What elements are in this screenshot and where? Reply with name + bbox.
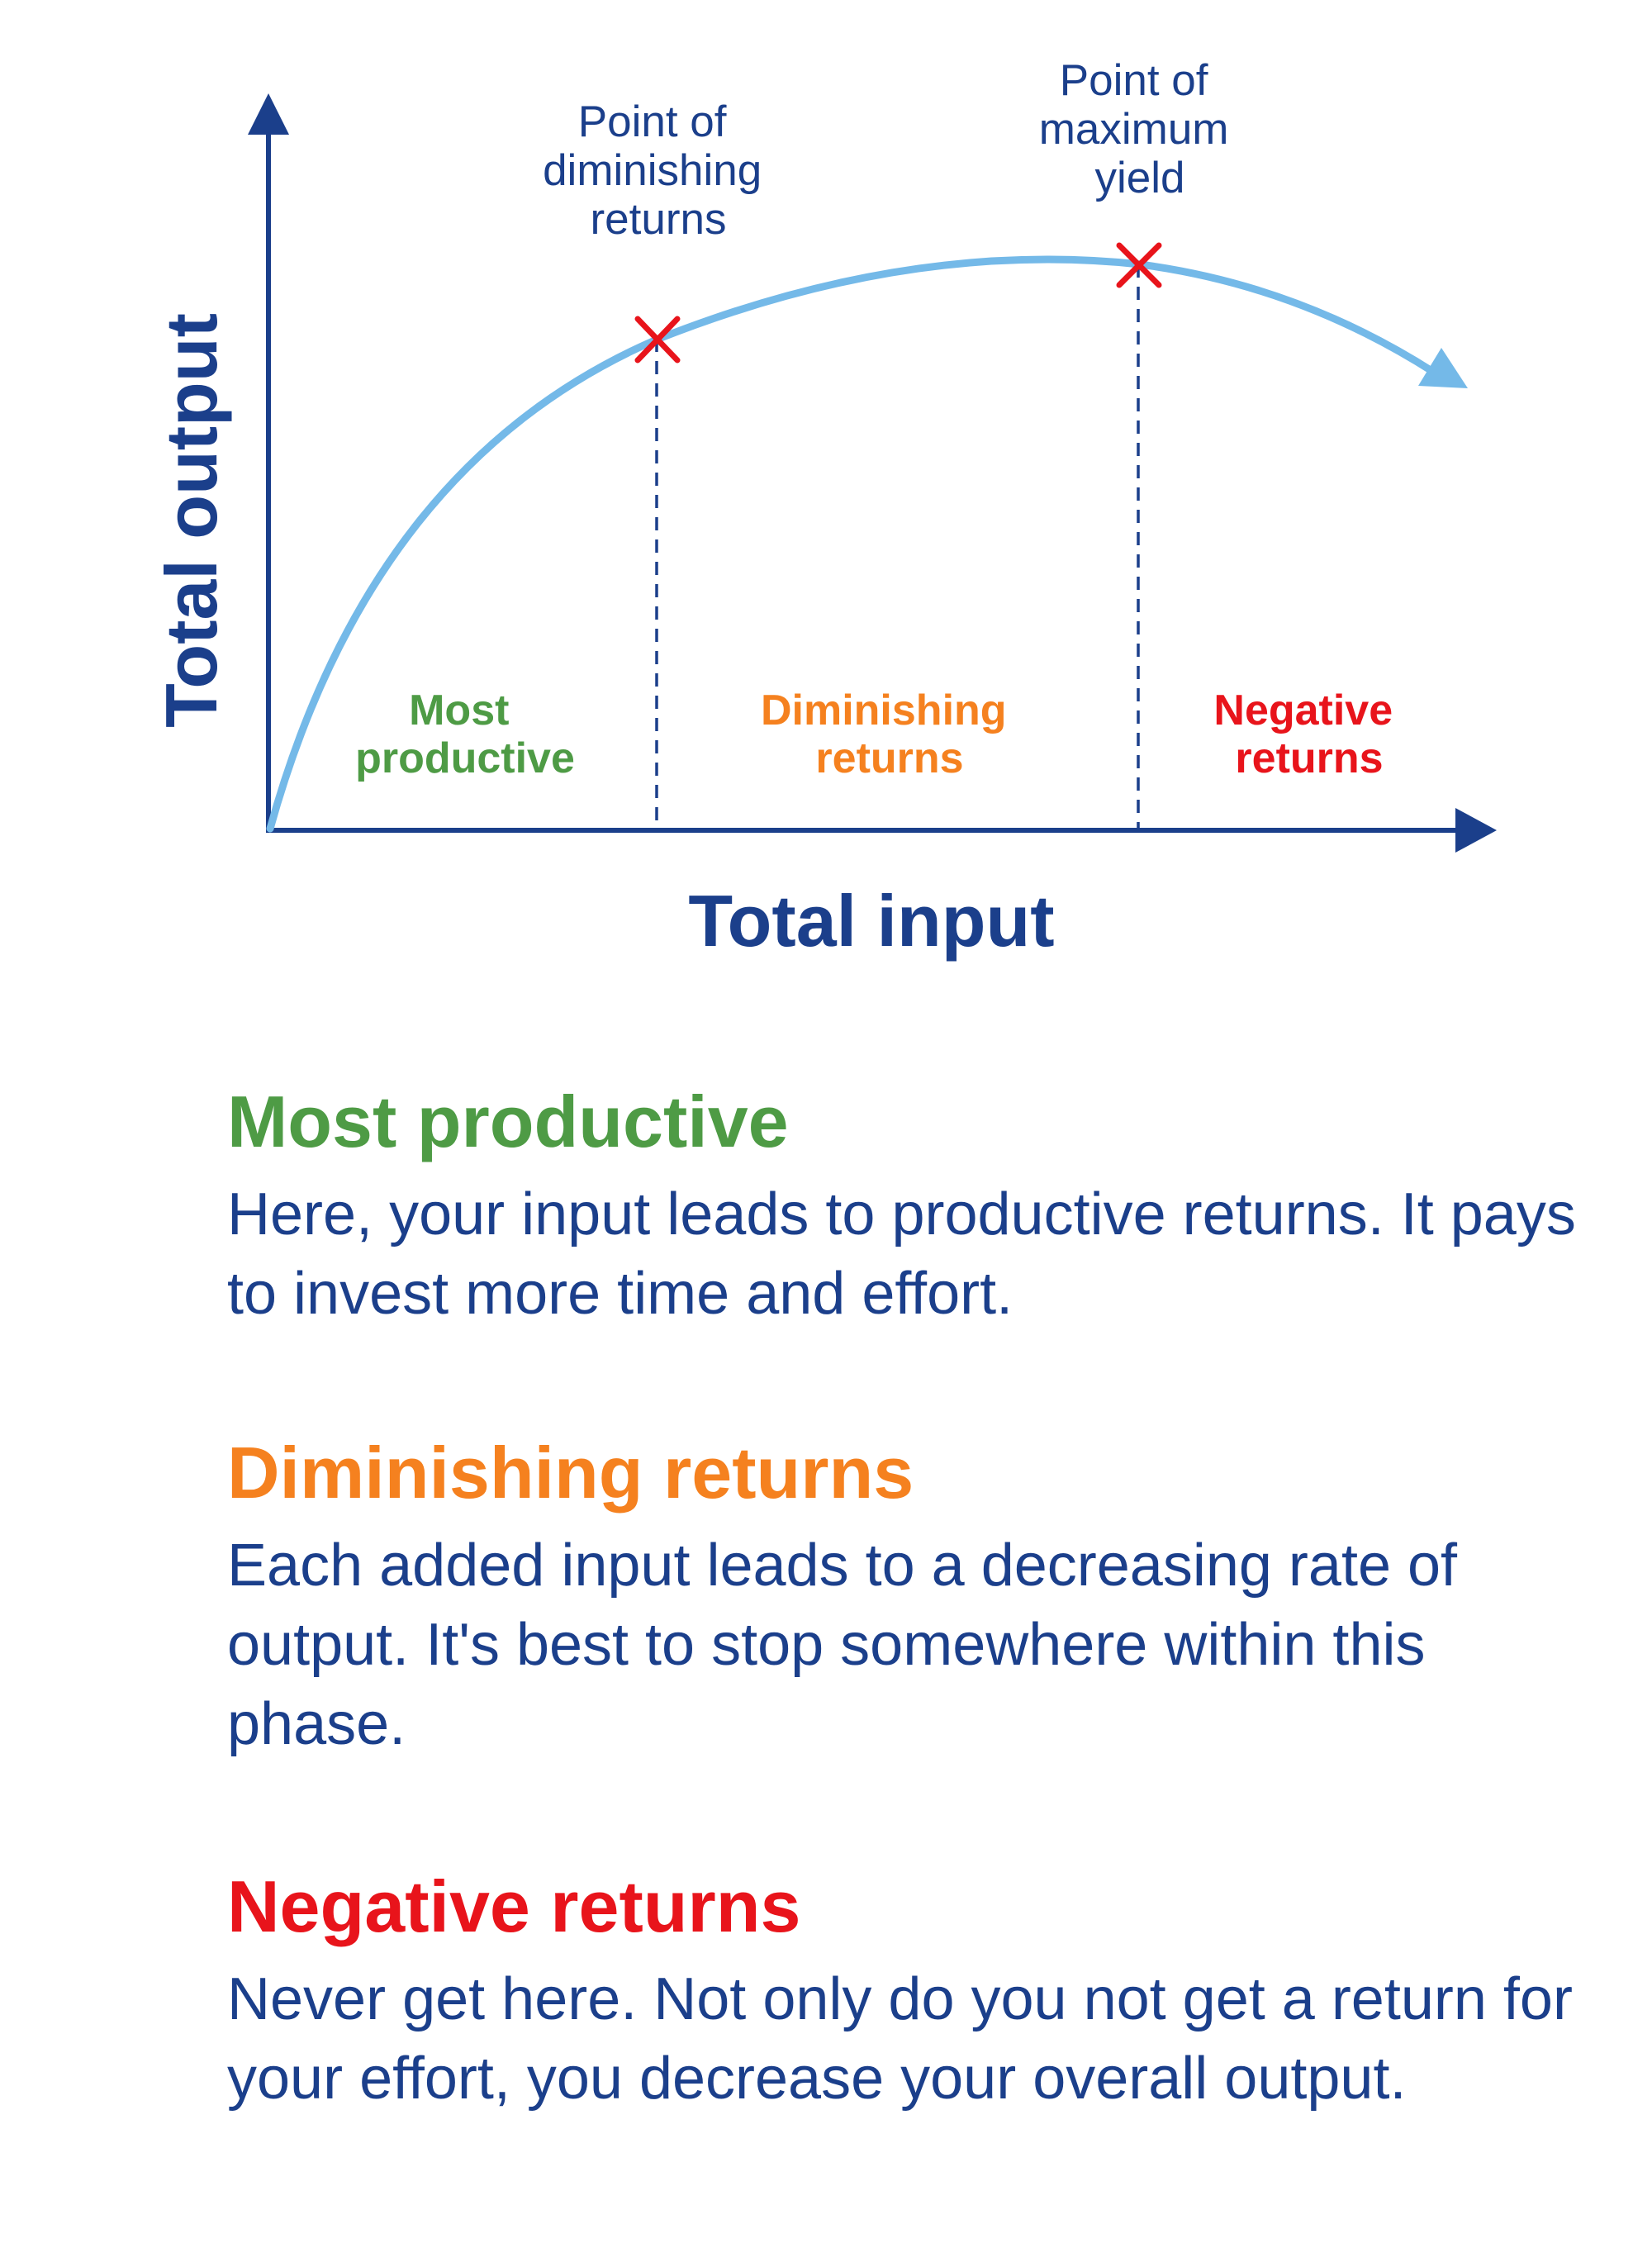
- legend-diminishing-returns-description: Each added input leads to a decreasing r…: [227, 1533, 1458, 1757]
- maximum-yield-label: Point of maximum yield: [1039, 56, 1241, 202]
- maximum-yield-label-line-3: yield: [1094, 154, 1184, 202]
- region-label-diminishing-returns: Diminishing returns: [761, 687, 1018, 782]
- region-label-most-productive: Most productive: [355, 687, 575, 782]
- output-curve: [266, 255, 1437, 833]
- legend-negative-returns-title: Negative returns: [227, 1865, 801, 1947]
- returns-diagram: Point of diminishing returns Point of ma…: [150, 56, 1497, 962]
- curve-arrowhead: [1418, 348, 1468, 388]
- y-axis-arrowhead: [248, 93, 289, 135]
- y-axis-label: Total output: [150, 313, 232, 728]
- legend-diminishing-returns-title: Diminishing returns: [227, 1432, 914, 1514]
- legend-most-productive: Most productive Here, your input leads t…: [227, 1081, 1615, 1333]
- legend-most-productive-description: Here, your input leads to productive ret…: [227, 1181, 1576, 1327]
- x-axis-arrowhead: [1455, 808, 1497, 853]
- region-label-negative-returns: Negative returns: [1213, 687, 1404, 782]
- maximum-yield-marker: [1116, 242, 1162, 288]
- legend-most-productive-title: Most productive: [227, 1081, 789, 1162]
- maximum-yield-label-line-1: Point of: [1060, 56, 1208, 105]
- region-most-productive-line-1: Most: [409, 687, 509, 734]
- legend-diminishing-returns: Diminishing returns Each added input lea…: [227, 1432, 1615, 1764]
- region-negative-line-2: returns: [1235, 734, 1383, 782]
- legend-negative-returns-description: Never get here. Not only do you not get …: [227, 1966, 1573, 2112]
- region-negative-line-1: Negative: [1213, 687, 1393, 734]
- diminishing-point-label: Point of diminishing returns: [543, 97, 774, 244]
- diminishing-point-label-line-3: returns: [591, 195, 727, 244]
- region-diminishing-line-1: Diminishing: [761, 687, 1007, 734]
- diminishing-point-marker: [634, 316, 681, 364]
- x-axis-label: Total input: [688, 880, 1054, 962]
- legend-negative-returns: Negative returns Never get here. Not onl…: [227, 1865, 1615, 2118]
- diminishing-point-label-line-2: diminishing: [543, 146, 762, 195]
- region-diminishing-line-2: returns: [815, 734, 963, 782]
- diminishing-point-label-line-1: Point of: [578, 97, 727, 146]
- maximum-yield-label-line-2: maximum: [1039, 105, 1229, 154]
- region-most-productive-line-2: productive: [355, 734, 575, 782]
